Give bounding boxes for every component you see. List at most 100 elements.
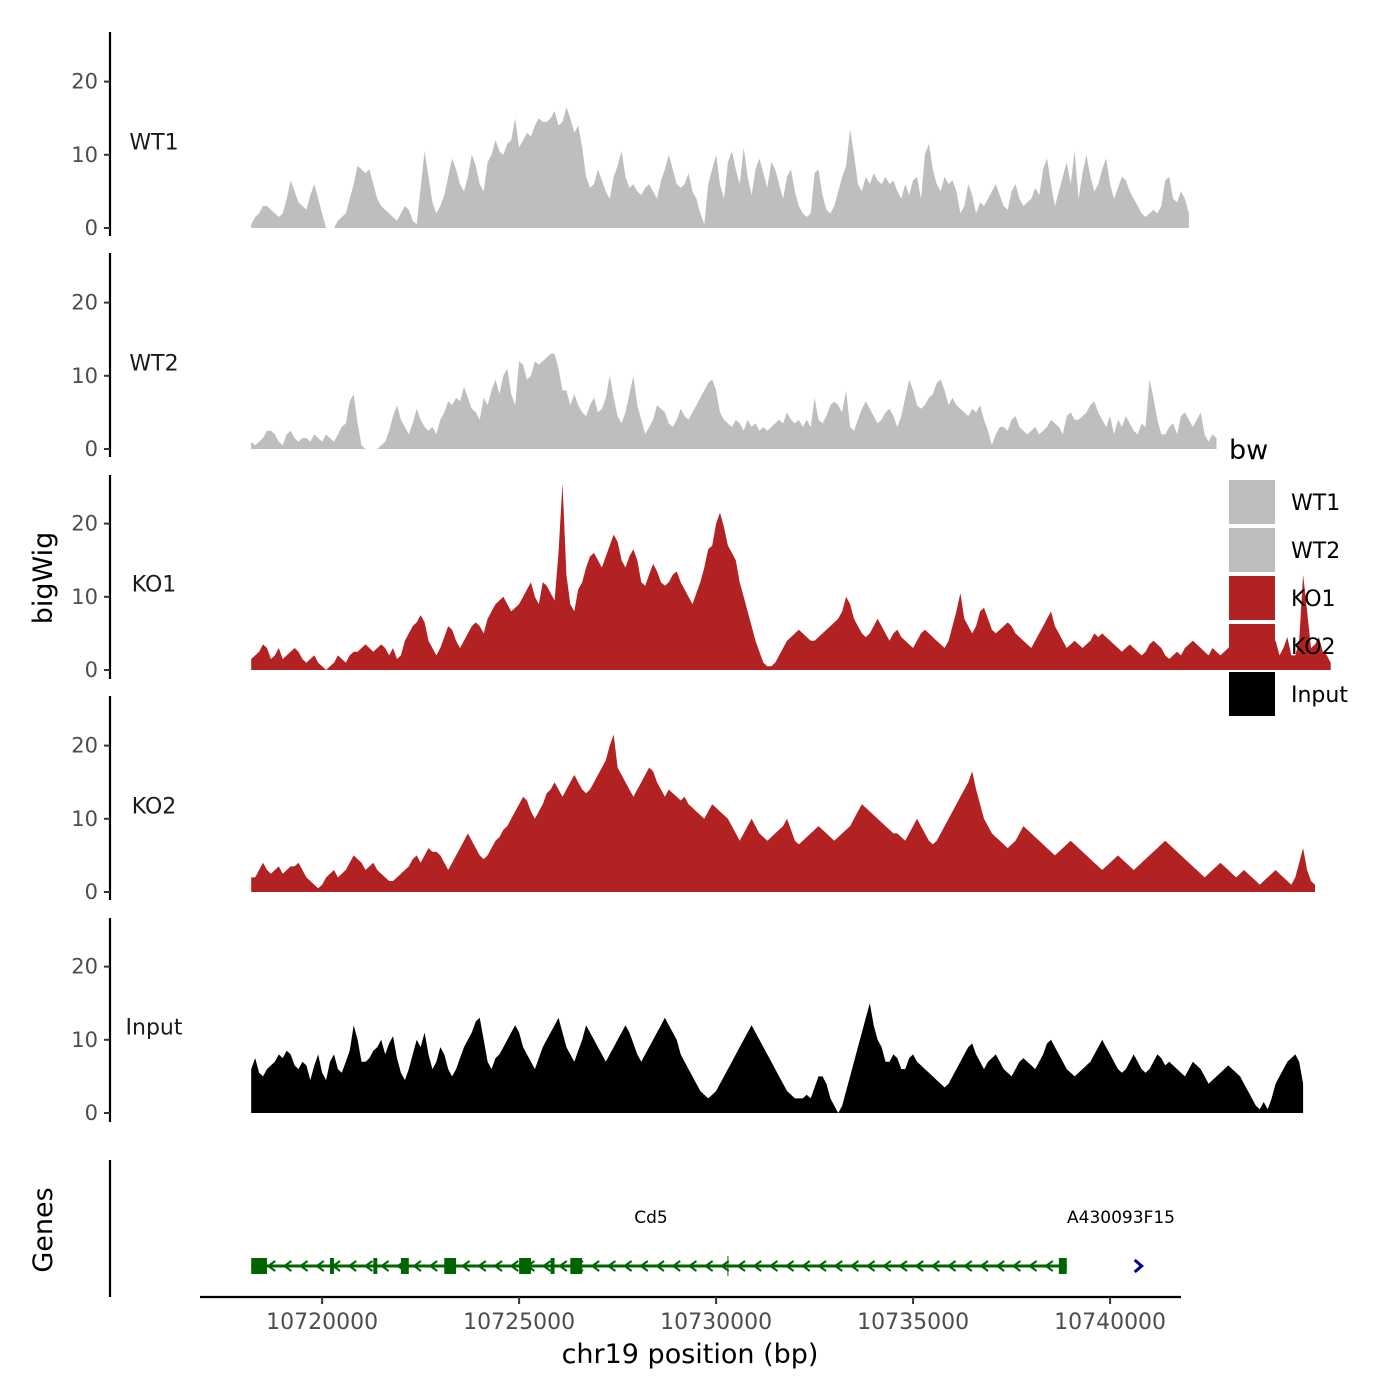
legend-label-ko2: KO2 bbox=[1291, 635, 1336, 660]
strand-arrow bbox=[736, 1260, 746, 1272]
legend-label-wt2: WT2 bbox=[1291, 539, 1340, 564]
strand-arrow bbox=[671, 1260, 681, 1272]
track-label-ko1: KO1 bbox=[132, 573, 177, 598]
gene-exon bbox=[1058, 1258, 1067, 1274]
strand-arrow bbox=[979, 1260, 989, 1272]
strand-arrow bbox=[930, 1260, 940, 1272]
strand-arrow bbox=[720, 1260, 730, 1272]
legend-label-input: Input bbox=[1291, 683, 1348, 708]
strand-arrow bbox=[493, 1260, 503, 1272]
legend-swatch-wt1 bbox=[1229, 480, 1275, 524]
strand-arrow bbox=[412, 1260, 422, 1272]
track-ko1: 0 10 20 KO1 bbox=[71, 475, 1331, 682]
strand-arrow bbox=[914, 1260, 924, 1272]
y-tick-label: 20 bbox=[71, 70, 98, 94]
strand-arrow bbox=[266, 1260, 276, 1272]
y-tick-label: 10 bbox=[71, 807, 98, 831]
strand-arrow bbox=[995, 1260, 1005, 1272]
strand-arrow bbox=[590, 1260, 600, 1272]
y-tick-label: 0 bbox=[85, 658, 98, 682]
gene-label: A430093F15 bbox=[1067, 1208, 1175, 1228]
y-axis-title: bigWig bbox=[28, 532, 59, 625]
y-tick-label: 10 bbox=[71, 1028, 98, 1052]
strand-arrow bbox=[1044, 1260, 1054, 1272]
strand-arrow bbox=[622, 1260, 633, 1272]
area-wt2 bbox=[251, 353, 1217, 449]
gene-exon bbox=[570, 1258, 583, 1274]
strand-arrow bbox=[703, 1260, 714, 1272]
legend-label-wt1: WT1 bbox=[1291, 491, 1340, 516]
strand-arrow bbox=[1011, 1260, 1022, 1272]
strand-arrow bbox=[347, 1260, 357, 1272]
strand-arrow bbox=[946, 1260, 957, 1272]
strand-arrow bbox=[282, 1260, 292, 1272]
gene-exon bbox=[400, 1258, 409, 1274]
legend-label-ko1: KO1 bbox=[1291, 587, 1336, 612]
area-input bbox=[251, 1003, 1304, 1113]
strand-arrow bbox=[460, 1260, 471, 1272]
track-label-ko2: KO2 bbox=[132, 795, 177, 820]
area-ko1 bbox=[251, 483, 1331, 670]
strand-arrow bbox=[801, 1260, 811, 1272]
strand-arrow bbox=[817, 1260, 827, 1272]
strand-arrow bbox=[606, 1260, 616, 1272]
x-tick-label: 10720000 bbox=[266, 1310, 378, 1335]
strand-arrow bbox=[477, 1260, 487, 1272]
strand-arrow bbox=[865, 1260, 876, 1272]
gene-exon bbox=[373, 1258, 378, 1274]
legend-swatch-ko1 bbox=[1229, 576, 1275, 620]
strand-arrow bbox=[898, 1260, 908, 1272]
y-tick-label: 10 bbox=[71, 585, 98, 609]
x-axis-title: chr19 position (bp) bbox=[562, 1339, 819, 1370]
strand-arrow bbox=[882, 1260, 892, 1272]
track-label-wt2: WT2 bbox=[129, 352, 178, 377]
area-ko2 bbox=[251, 734, 1316, 892]
strand-arrow bbox=[558, 1260, 568, 1272]
y-tick-label: 20 bbox=[71, 955, 98, 979]
gene-a430093f15: A430093F15 bbox=[1067, 1208, 1175, 1274]
strand-arrow bbox=[379, 1260, 390, 1272]
strand-arrow bbox=[963, 1260, 973, 1272]
strand-arrow bbox=[752, 1260, 762, 1272]
y-tick-label: 10 bbox=[71, 364, 98, 388]
y-tick-label: 20 bbox=[71, 291, 98, 315]
y-tick-label: 20 bbox=[71, 734, 98, 758]
strand-arrow bbox=[1027, 1260, 1038, 1272]
y-tick-label: 10 bbox=[71, 143, 98, 167]
legend-title: bw bbox=[1229, 435, 1268, 466]
gene-exon bbox=[519, 1258, 531, 1274]
legend-swatch-input bbox=[1229, 672, 1275, 716]
legend: bw WT1 WT2 KO1 KO2 Input bbox=[1229, 435, 1348, 716]
track-label-input: Input bbox=[126, 1016, 183, 1041]
gene-exon bbox=[330, 1258, 334, 1274]
x-tick-label: 10735000 bbox=[857, 1310, 969, 1335]
y-tick-label: 0 bbox=[85, 216, 98, 240]
y-tick-label: 0 bbox=[85, 437, 98, 461]
strand-arrow bbox=[768, 1260, 778, 1272]
legend-swatch-wt2 bbox=[1229, 528, 1275, 572]
y-tick-label: 20 bbox=[71, 512, 98, 536]
strand-arrow bbox=[639, 1260, 649, 1272]
x-tick-label: 10730000 bbox=[660, 1310, 772, 1335]
strand-arrow bbox=[541, 1260, 552, 1272]
track-ko2: 0 10 20 KO2 bbox=[71, 696, 1316, 904]
strand-arrow bbox=[849, 1260, 859, 1272]
gene-exon bbox=[550, 1258, 555, 1274]
track-panels: 0 10 20 WT1 0 10 20 WT2 0 10 20 KO1 0 10 20 KO2 0 10 20 Inp… bbox=[71, 32, 1331, 1125]
x-tick-label: 10740000 bbox=[1054, 1310, 1166, 1335]
track-input: 0 10 20 Input bbox=[71, 918, 1304, 1125]
x-axis: 10720000 10725000 10730000 10735000 10740000 bbox=[200, 1295, 1181, 1335]
track-wt1: 0 10 20 WT1 bbox=[71, 32, 1189, 240]
gene-exon bbox=[444, 1258, 457, 1274]
strand-arrow bbox=[687, 1260, 697, 1272]
x-tick-label: 10725000 bbox=[463, 1310, 575, 1335]
strand-arrow bbox=[655, 1260, 665, 1272]
strand-arrow bbox=[428, 1260, 438, 1272]
legend-swatch-ko2 bbox=[1229, 624, 1275, 668]
strand-arrow bbox=[363, 1260, 373, 1272]
y-tick-label: 0 bbox=[85, 880, 98, 904]
gene-label: Cd5 bbox=[634, 1208, 667, 1228]
strand-arrow bbox=[315, 1260, 325, 1272]
